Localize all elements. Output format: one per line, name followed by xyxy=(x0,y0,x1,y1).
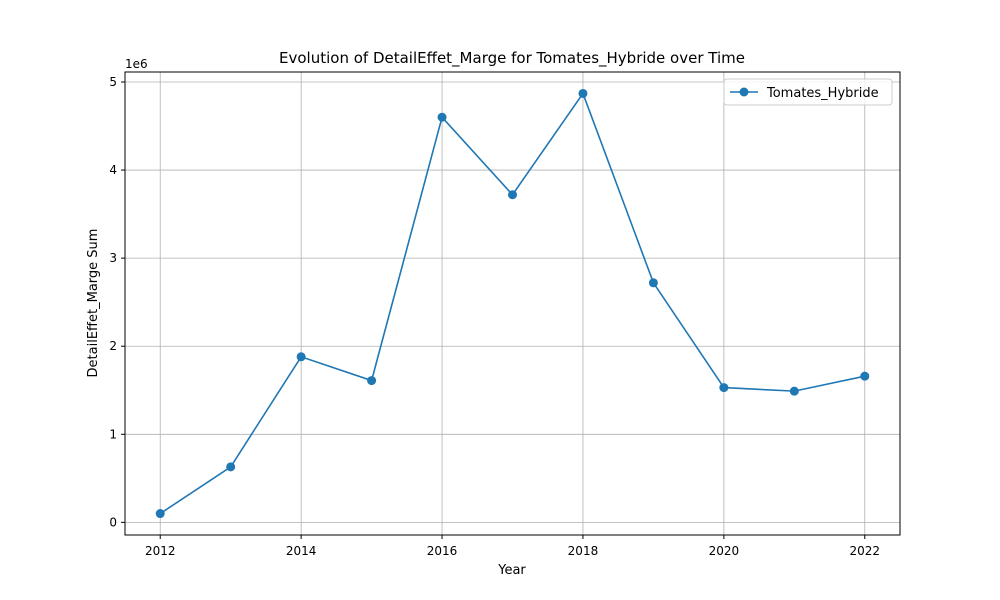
legend-box xyxy=(723,78,893,106)
series-line xyxy=(159,91,865,515)
y-tick-label: 5 xyxy=(109,75,117,89)
chart-title: Evolution of DetailEffet_Marge for Tomat… xyxy=(279,49,745,68)
data-point xyxy=(437,112,447,122)
legend: Tomates_Hybride xyxy=(723,78,893,106)
x-axis-label: Year xyxy=(497,563,526,578)
data-point xyxy=(508,190,517,200)
legend-label: Tomates_Hybride xyxy=(766,86,879,101)
x-tick-label: 2016 xyxy=(427,544,458,558)
y-offset-label: 1e6 xyxy=(125,57,148,71)
data-point xyxy=(789,386,799,396)
x-tick-label: 2012 xyxy=(145,544,176,558)
data-point xyxy=(296,352,306,362)
y-tick-label: 3 xyxy=(109,251,117,265)
y-tick-label: 4 xyxy=(109,163,117,177)
y-axis-label: DetailEffet_Marge Sum xyxy=(86,229,101,378)
axes: 2012 2014 2016 2018 2020 2022 0 1 2 3 4 5 xyxy=(109,71,901,558)
legend-marker xyxy=(739,87,749,97)
y-tick-label: 1 xyxy=(109,427,117,441)
x-tick-label: 2018 xyxy=(568,544,599,558)
series-layer xyxy=(155,88,870,519)
plot-frame xyxy=(124,71,901,536)
data-point xyxy=(648,278,658,288)
y-tick-label: 2 xyxy=(109,339,117,353)
data-point xyxy=(860,371,870,381)
data-point xyxy=(367,376,377,386)
y-tick-label: 0 xyxy=(109,515,117,529)
data-point xyxy=(578,88,588,98)
x-tick-label: 2014 xyxy=(286,544,317,558)
x-tick-label: 2022 xyxy=(849,544,880,558)
data-point xyxy=(719,383,729,393)
grid xyxy=(125,72,900,535)
data-point xyxy=(226,462,236,472)
data-point xyxy=(155,509,165,519)
x-tick-label: 2020 xyxy=(709,544,740,558)
